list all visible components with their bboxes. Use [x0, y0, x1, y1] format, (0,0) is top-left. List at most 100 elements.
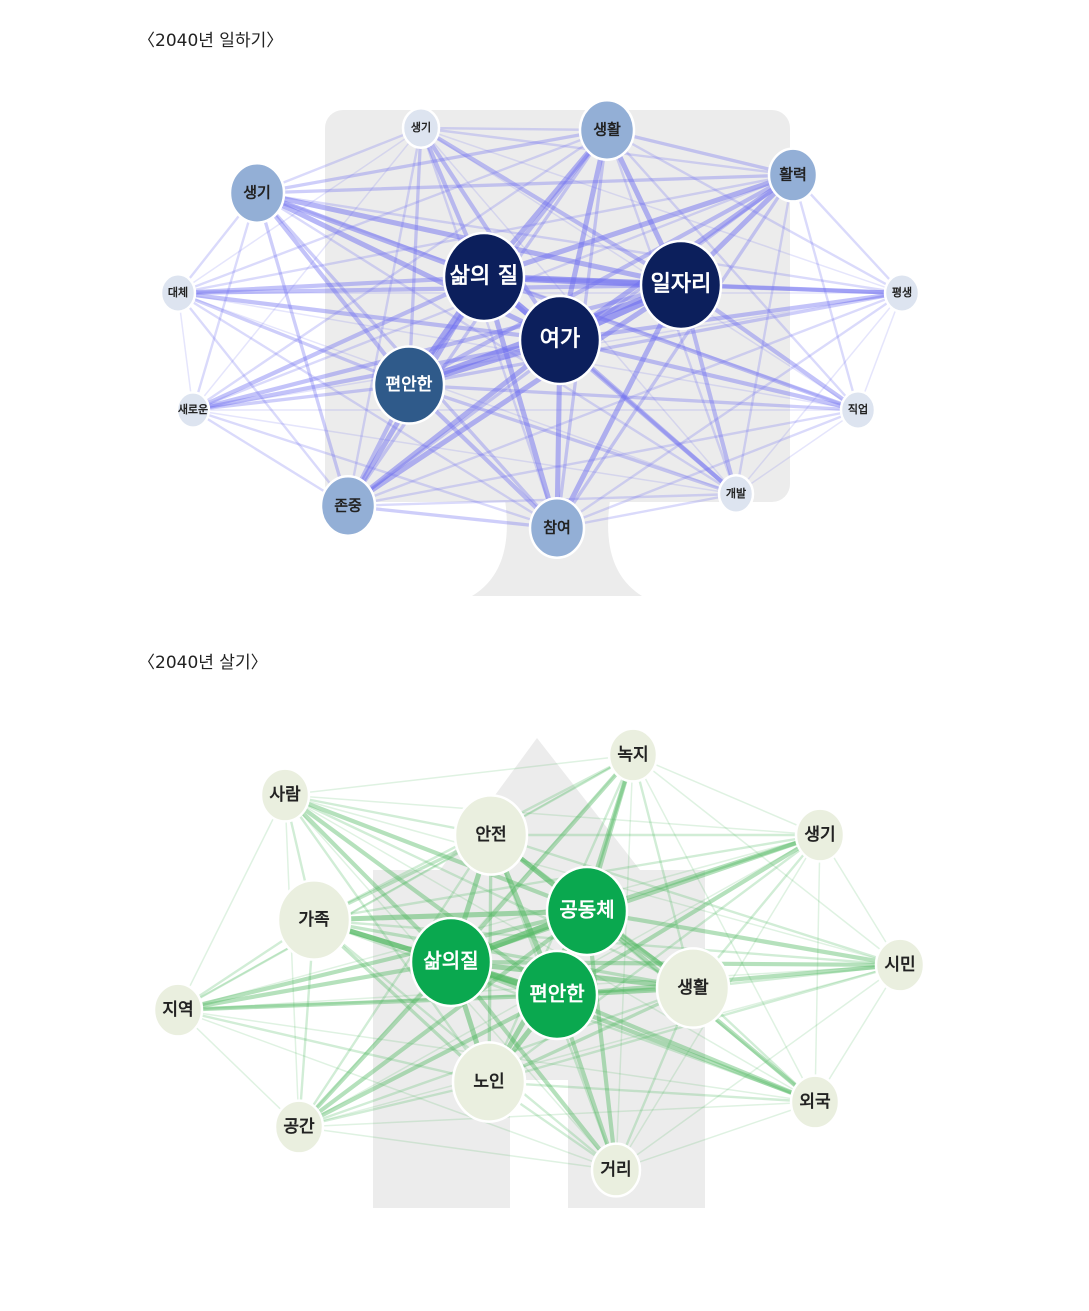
- node-label: 평생: [892, 285, 912, 299]
- node-label: 새로운: [178, 402, 208, 416]
- node: [607, 727, 659, 783]
- node: [319, 475, 377, 537]
- edge: [298, 964, 901, 1128]
- node-label: 외국: [799, 1092, 831, 1112]
- node: [717, 474, 755, 514]
- edge: [419, 126, 559, 530]
- edge: [487, 1080, 817, 1104]
- diagram-title: 〈2040년 일하기〉: [138, 31, 283, 51]
- edge: [298, 1126, 617, 1171]
- node-label: 일자리: [651, 272, 712, 297]
- edge: [632, 754, 816, 1103]
- edge: [311, 908, 590, 923]
- edge: [282, 792, 590, 914]
- node: [372, 345, 446, 425]
- node: [401, 106, 441, 150]
- edge: [557, 337, 861, 413]
- edge: [555, 492, 738, 530]
- edge: [615, 1101, 816, 1171]
- node-label: 편안한: [386, 375, 433, 395]
- node: [442, 231, 526, 323]
- edge: [481, 172, 796, 280]
- edge: [282, 792, 560, 998]
- node: [639, 239, 723, 331]
- edge: [407, 383, 738, 496]
- node: [590, 1142, 642, 1198]
- edge: [555, 408, 860, 530]
- edge: [176, 128, 609, 295]
- edge: [284, 794, 821, 836]
- edge: [632, 754, 821, 836]
- node-label: 생활: [593, 121, 621, 139]
- edge: [346, 408, 860, 508]
- edge: [297, 833, 493, 1129]
- edge: [284, 794, 816, 1103]
- node: [273, 1099, 325, 1155]
- node-label: 사람: [269, 784, 301, 805]
- edge: [734, 173, 795, 496]
- edge: [192, 409, 737, 495]
- node-label: 공간: [283, 1117, 315, 1137]
- node: [515, 949, 599, 1041]
- edge: [177, 292, 737, 495]
- node: [152, 982, 204, 1038]
- node: [451, 1041, 527, 1123]
- node-label: 직업: [848, 402, 868, 416]
- node: [789, 1074, 841, 1130]
- edge: [191, 128, 609, 412]
- node: [528, 497, 586, 559]
- edge: [420, 127, 903, 294]
- edge: [255, 128, 609, 195]
- edge: [615, 964, 901, 1171]
- edge: [176, 291, 411, 387]
- edge: [190, 282, 684, 413]
- edge: [857, 292, 903, 411]
- edge: [419, 126, 609, 132]
- node-label: 활력: [779, 166, 807, 184]
- node: [228, 162, 286, 224]
- edge: [554, 832, 823, 998]
- edge: [448, 959, 619, 1173]
- node-label: 시민: [884, 955, 915, 975]
- node: [175, 391, 211, 429]
- edge: [176, 291, 350, 508]
- edge: [791, 173, 904, 295]
- edge: [255, 191, 738, 496]
- node: [276, 879, 352, 961]
- edge: [481, 274, 739, 497]
- node: [159, 273, 197, 313]
- edge: [175, 908, 590, 1013]
- edge: [418, 125, 684, 288]
- edge: [735, 292, 903, 495]
- edge: [605, 128, 795, 177]
- edge: [407, 291, 904, 387]
- node: [409, 916, 493, 1008]
- node-label: 공동체: [559, 898, 614, 922]
- edge: [255, 191, 904, 295]
- edge: [296, 908, 590, 1130]
- edge: [555, 291, 904, 530]
- node: [839, 390, 877, 430]
- edge: [255, 173, 795, 195]
- edge: [555, 173, 795, 530]
- edge: [191, 408, 559, 530]
- node-label: 참여: [543, 519, 571, 537]
- node-label: 가족: [298, 910, 330, 930]
- edge: [283, 793, 491, 1084]
- edge: [791, 173, 860, 412]
- node: [767, 147, 819, 203]
- node-label: 거리: [600, 1160, 631, 1180]
- edge: [615, 754, 634, 1171]
- node-label: 생기: [243, 184, 271, 202]
- edge: [255, 191, 350, 508]
- edge: [191, 408, 350, 508]
- edge: [175, 992, 560, 1013]
- edge: [177, 1009, 300, 1128]
- edge: [632, 754, 901, 966]
- edge: [554, 992, 818, 1105]
- node-label: 생기: [804, 825, 835, 845]
- node: [578, 99, 636, 161]
- node-label: 안전: [475, 825, 506, 845]
